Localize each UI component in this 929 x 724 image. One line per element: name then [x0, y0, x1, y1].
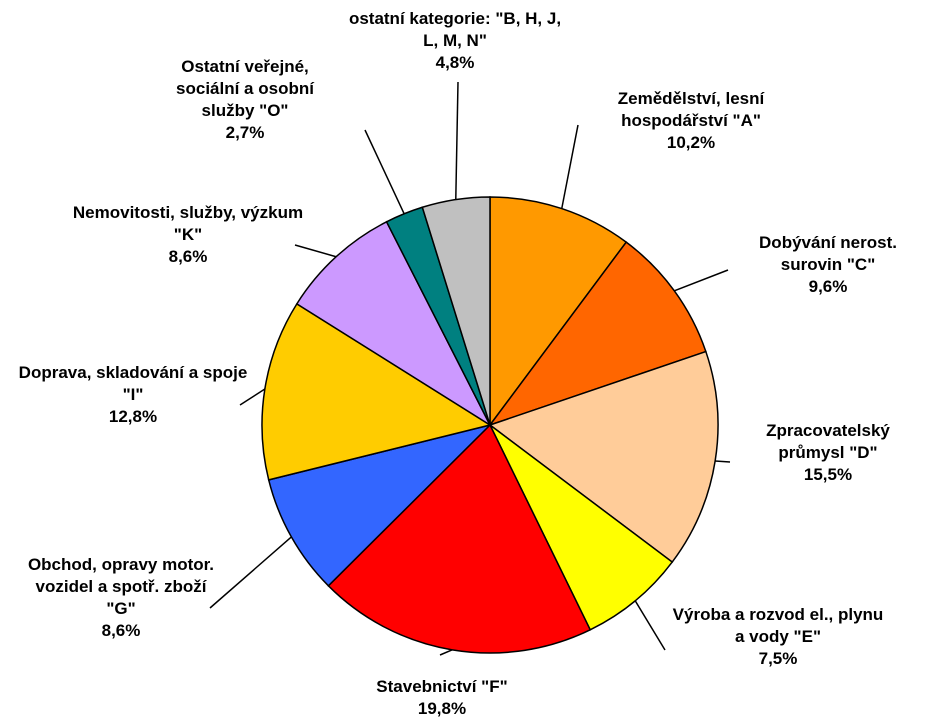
slice-label: Ostatní veřejné, sociální a osobní služb… — [150, 56, 340, 144]
category-label: Dobývání nerost. surovin "C" — [759, 233, 897, 274]
leader-line — [239, 388, 266, 406]
pie-slice — [327, 423, 592, 654]
category-label: Nemovitosti, služby, výzkum "K" — [72, 203, 304, 244]
slice-label: ostatní kategorie: "B, H, J, L, M, N" 4,8… — [340, 8, 570, 74]
category-label: Zpracovatelský průmysl "D" — [766, 421, 890, 462]
leader-line — [364, 129, 405, 215]
pie-slice — [261, 302, 492, 481]
slice-label: Doprava, skladování a spoje "I" 12,8% — [8, 362, 258, 428]
leader-line — [294, 244, 337, 258]
pie-slice — [488, 350, 719, 564]
leader-line — [561, 124, 579, 209]
pie-slice — [295, 220, 492, 428]
pie-slice — [267, 423, 493, 587]
value-label: 15,5% — [803, 465, 853, 484]
slice-label: Dobývání nerost. surovin "C" 9,6% — [741, 232, 916, 298]
leader-line — [209, 536, 292, 609]
slice-label: Výroba a rozvod el., plynu a vody "E" 7,5… — [668, 604, 888, 670]
slice-label: Zpracovatelský průmysl "D" 15,5% — [741, 420, 916, 486]
slice-label: Stavebnictví "F" 19,8% — [332, 676, 552, 720]
leader-line — [674, 269, 729, 292]
value-label: 9,6% — [808, 277, 848, 296]
slice-label: Obchod, opravy motor. vozidel a spotř. z… — [21, 554, 221, 642]
value-label: 2,7% — [225, 123, 265, 142]
value-label: 4,8% — [435, 53, 475, 72]
leader-line — [634, 600, 666, 651]
value-label: 8,6% — [101, 621, 141, 640]
slice-label: Zemědělství, lesní hospodářství "A" 10,2% — [591, 88, 791, 154]
value-label: 7,5% — [758, 649, 798, 668]
category-label: Doprava, skladování a spoje "I" — [18, 363, 248, 404]
category-label: Výroba a rozvod el., plynu a vody "E" — [672, 605, 884, 646]
pie-slice — [489, 424, 674, 631]
leader-line — [455, 81, 459, 200]
value-label: 12,8% — [108, 407, 158, 426]
slice-label: Nemovitosti, služby, výzkum "K" 8,6% — [71, 202, 306, 268]
pie-slice — [487, 241, 707, 427]
category-label: Stavebnictví "F" — [376, 677, 508, 696]
category-label: Ostatní veřejné, sociální a osobní služb… — [176, 57, 314, 120]
category-label: Obchod, opravy motor. vozidel a spotř. z… — [27, 555, 215, 618]
value-label: 19,8% — [417, 699, 467, 718]
category-label: Zemědělství, lesní hospodářství "A" — [617, 89, 765, 130]
value-label: 8,6% — [168, 247, 208, 266]
leader-line — [715, 460, 731, 463]
leader-line — [439, 649, 453, 656]
category-label: ostatní kategorie: "B, H, J, L, M, N" — [348, 9, 562, 50]
value-label: 10,2% — [666, 133, 716, 152]
